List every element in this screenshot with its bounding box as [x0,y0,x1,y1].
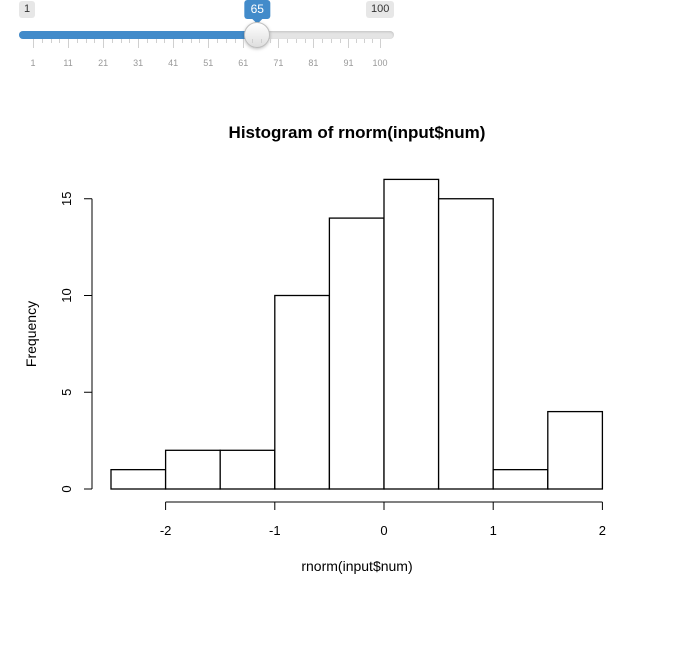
slider-tick-label: 11 [63,58,73,68]
slider-minor-tick [252,39,254,43]
histogram-bar [383,178,440,490]
slider-minor-tick [164,39,166,43]
num-slider[interactable]: 1 100 65 1 11 21 31 41 51 61 71 81 91 100 [0,0,679,80]
slider-minor-tick [76,39,78,43]
histogram-bar [274,294,331,490]
histogram-bar [164,449,221,490]
slider-tick-label: 1 [30,58,36,68]
slider-fill [19,31,258,39]
chart-title: Histogram of rnorm(input$num) [229,123,486,142]
slider-track[interactable] [19,31,394,39]
slider-minor-tick [190,39,192,43]
histogram-bar [492,468,549,490]
slider-tick-label: 21 [98,58,109,68]
slider-tick [313,39,315,48]
slider-tick [103,39,105,48]
slider-minor-tick [129,39,131,43]
slider-tick-label: 61 [238,58,249,68]
slider-tick [208,39,210,48]
slider-minor-tick [199,39,201,43]
y-axis: 0 5 10 15 [59,192,93,493]
slider-minor-tick [181,39,183,43]
slider-minor-tick [269,39,271,43]
slider-tick [278,39,280,48]
x-axis: -2 -1 0 1 2 [160,501,606,538]
slider-max-label: 100 [366,1,395,18]
slider-minor-tick [111,39,113,43]
y-tick-label: 0 [59,485,74,492]
slider-minor-tick [287,39,289,43]
y-tick-label: 10 [59,288,74,302]
histogram-bar [328,217,385,490]
slider-tick-label: 41 [168,58,179,68]
slider-tick [68,39,70,48]
slider-tick [348,39,350,48]
slider-tick-label: 71 [273,58,284,68]
x-tick-label: 1 [490,523,497,538]
x-axis-label: rnorm(input$num) [301,558,412,574]
slider-minor-tick [330,39,332,43]
y-tick-label: 5 [59,389,74,396]
slider-minor-tick [234,39,236,43]
slider-handle[interactable] [244,22,271,48]
slider-minor-tick [120,39,122,43]
slider-minor-tick [322,39,324,43]
slider-tick-label: 81 [308,58,319,68]
slider-minor-tick [225,39,227,43]
slider-minor-tick [146,39,148,43]
slider-value-bubble: 65 [244,0,270,24]
slider-minor-tick [356,39,358,43]
slider-minor-tick [50,39,52,43]
slider-minor-tick [260,39,262,43]
slider-minor-tick [85,39,87,43]
slider-minor-tick [339,39,341,43]
histogram-bars [110,178,604,490]
slider-minor-tick [217,39,218,43]
slider-min-label: 1 [19,1,36,18]
slider-tick [173,39,175,48]
slider-tick-label: 31 [133,58,144,68]
slider-tick [138,39,140,48]
histogram-bar [437,198,494,490]
slider-minor-tick [155,39,157,43]
x-tick-label: -1 [269,523,281,538]
x-tick-label: 2 [599,523,606,538]
slider-minor-tick [295,39,297,43]
histogram-bar [110,468,167,490]
slider-minor-tick [94,39,96,43]
slider-minor-tick [372,39,374,43]
slider-tick-label: 51 [203,58,214,68]
x-tick-label: 0 [380,523,387,538]
slider-minor-tick [304,39,306,43]
slider-tick [243,39,245,48]
slider-tick [33,39,34,48]
slider-minor-tick [59,39,61,43]
histogram-bar [219,449,276,490]
y-axis-label: Frequency [23,301,39,367]
slider-tick [380,39,381,48]
x-tick-label: -2 [160,523,172,538]
slider-minor-tick [364,39,366,43]
slider-minor-tick [41,39,43,43]
slider-tick-label: 100 [372,58,388,68]
slider-tick-label: 91 [343,58,354,68]
y-tick-label: 15 [59,192,74,206]
histogram-bar [547,410,604,490]
histogram-chart: Histogram of rnorm(input$num) -2 -1 0 1 2 0 5… [23,123,606,574]
